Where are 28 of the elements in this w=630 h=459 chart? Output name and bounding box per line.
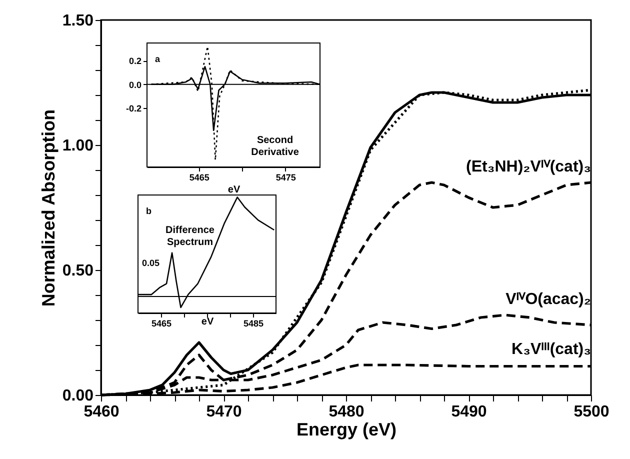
x-tick-label: 5500 xyxy=(574,404,610,420)
x-axis-title: eV xyxy=(228,184,240,196)
x-tick-label: 5470 xyxy=(206,404,242,420)
x-axis-title: eV xyxy=(201,316,214,328)
y-tick-label: 0.2 xyxy=(128,56,142,66)
x-tick-label: 5490 xyxy=(451,404,487,420)
x-axis-title: Energy (eV) xyxy=(296,420,397,440)
annotation: a xyxy=(155,54,161,64)
annotation: 0.05 xyxy=(142,258,160,268)
x-tick-label: 5465 xyxy=(189,172,210,182)
x-tick-label: 5475 xyxy=(276,172,296,182)
series-label: K₃Vᴵᴵᴵ(cat)₃ xyxy=(512,341,591,358)
annotation: b xyxy=(146,206,152,216)
y-tick-label: 0.00 xyxy=(62,388,94,404)
x-tick-label: 5460 xyxy=(84,404,120,420)
series-label: (Et₃NH)₂Vᴵⱽ(cat)₃ xyxy=(466,158,591,176)
y-tick-label: 0.0 xyxy=(128,80,142,90)
annotation: Second Derivative xyxy=(251,135,300,158)
y-tick-label: 1.50 xyxy=(62,12,94,30)
x-tick-label: 5480 xyxy=(328,404,364,420)
y-tick-label: 0.50 xyxy=(62,262,94,280)
y-tick-label: 1.00 xyxy=(62,138,94,154)
annotation: Difference Spectrum xyxy=(166,225,215,248)
x-tick-label: 5485 xyxy=(243,318,264,328)
y-axis-title: Normalized Absorption xyxy=(38,109,58,307)
series-label: VᴵⱽO(acac)₂ xyxy=(506,291,591,308)
y-tick-label: -0.2 xyxy=(126,103,142,114)
x-tick-label: 5465 xyxy=(151,318,172,328)
